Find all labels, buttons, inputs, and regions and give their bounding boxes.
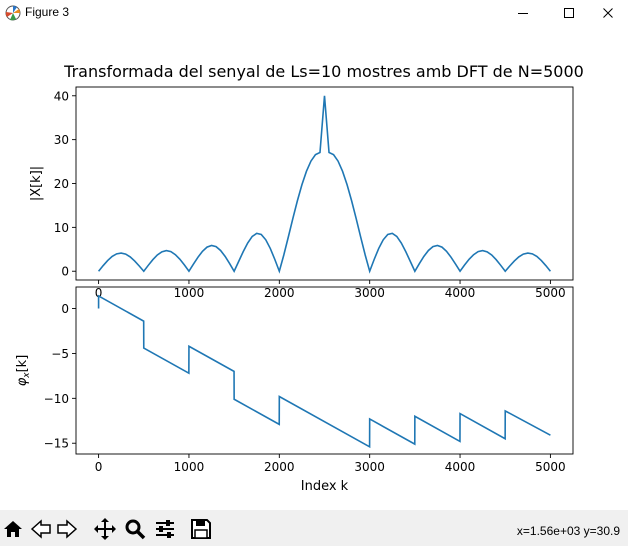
phase-x-tick-label: 0: [95, 460, 103, 474]
magnitude-series-line: [97, 95, 552, 274]
phase-y-axis-label: φx[k]: [15, 355, 32, 387]
matplotlib-logo-icon: [5, 5, 21, 21]
phase-x-tick-label: 5000: [535, 460, 566, 474]
maximize-icon: [564, 7, 574, 18]
phase-axes-frame: [75, 286, 574, 455]
phase-axes[interactable]: 0 1000 2000 3000 4000 5000 0 −5 −10 −15 φx[k] Index…: [15, 286, 574, 494]
phase-y-tick-label: 0: [61, 302, 69, 316]
minimize-button[interactable]: [500, 0, 546, 25]
magnitude-y-axis-label: |X[k]|: [29, 166, 44, 201]
save-icon: [191, 519, 211, 539]
phase-x-tick-label: 2000: [264, 460, 295, 474]
phase-x-axis-label: Index k: [301, 479, 349, 494]
magnitude-x-tick-label: 5000: [535, 286, 566, 300]
magnitude-x-tick-label: 3000: [354, 286, 385, 300]
magnitude-y-tick-label: 0: [61, 265, 69, 279]
forward-button[interactable]: [54, 516, 80, 542]
magnitude-y-tick-label: 20: [54, 177, 69, 191]
phase-x-tick-label: 4000: [445, 460, 476, 474]
back-button[interactable]: [28, 516, 54, 542]
magnitude-x-tick-label: 0: [95, 286, 103, 300]
magnitude-y-tick-label: 10: [54, 221, 69, 235]
window-title: Figure 3: [25, 5, 70, 19]
magnitude-y-tick-label: 40: [54, 89, 69, 103]
maximize-button[interactable]: [546, 0, 592, 25]
magnitude-axes-frame: [75, 86, 574, 281]
magnitude-x-tick-label: 1000: [174, 286, 205, 300]
magnitude-x-tick-label: 2000: [264, 286, 295, 300]
phase-y-tick-label: −5: [51, 347, 69, 361]
save-button[interactable]: [188, 516, 214, 542]
cursor-coordinates: x=1.56e+03 y=30.9: [516, 524, 620, 538]
phase-series-line: [97, 294, 551, 449]
title-bar: Figure 3: [0, 0, 628, 25]
home-icon: [4, 521, 22, 537]
home-button[interactable]: [0, 516, 26, 542]
close-icon: [603, 7, 613, 18]
phase-y-tick-label: −10: [44, 392, 69, 406]
pan-button[interactable]: [92, 516, 118, 542]
zoom-icon: [125, 519, 146, 540]
magnitude-x-tick-label: 4000: [445, 286, 476, 300]
zoom-button[interactable]: [122, 516, 148, 542]
minimize-icon: [518, 12, 528, 14]
configure-subplots-button[interactable]: [152, 516, 178, 542]
figure-canvas[interactable]: Transformada del senyal de Ls=10 mostres…: [0, 25, 628, 510]
forward-icon: [57, 519, 78, 539]
phase-x-tick-label: 3000: [354, 460, 385, 474]
close-button[interactable]: [588, 0, 628, 25]
configure-subplots-icon: [156, 520, 174, 538]
figure-title: Transformada del senyal de Ls=10 mostres…: [63, 62, 584, 81]
phase-y-tick-label: −15: [44, 437, 69, 451]
navigation-toolbar: x=1.56e+03 y=30.9: [0, 510, 628, 546]
magnitude-axes[interactable]: 0 1000 2000 3000 4000 5000 0 10 20 30 40 |X[k]|: [29, 86, 574, 300]
magnitude-y-tick-label: 30: [54, 133, 69, 147]
back-icon: [30, 519, 51, 539]
pan-icon: [94, 518, 116, 540]
phase-x-tick-label: 1000: [174, 460, 205, 474]
